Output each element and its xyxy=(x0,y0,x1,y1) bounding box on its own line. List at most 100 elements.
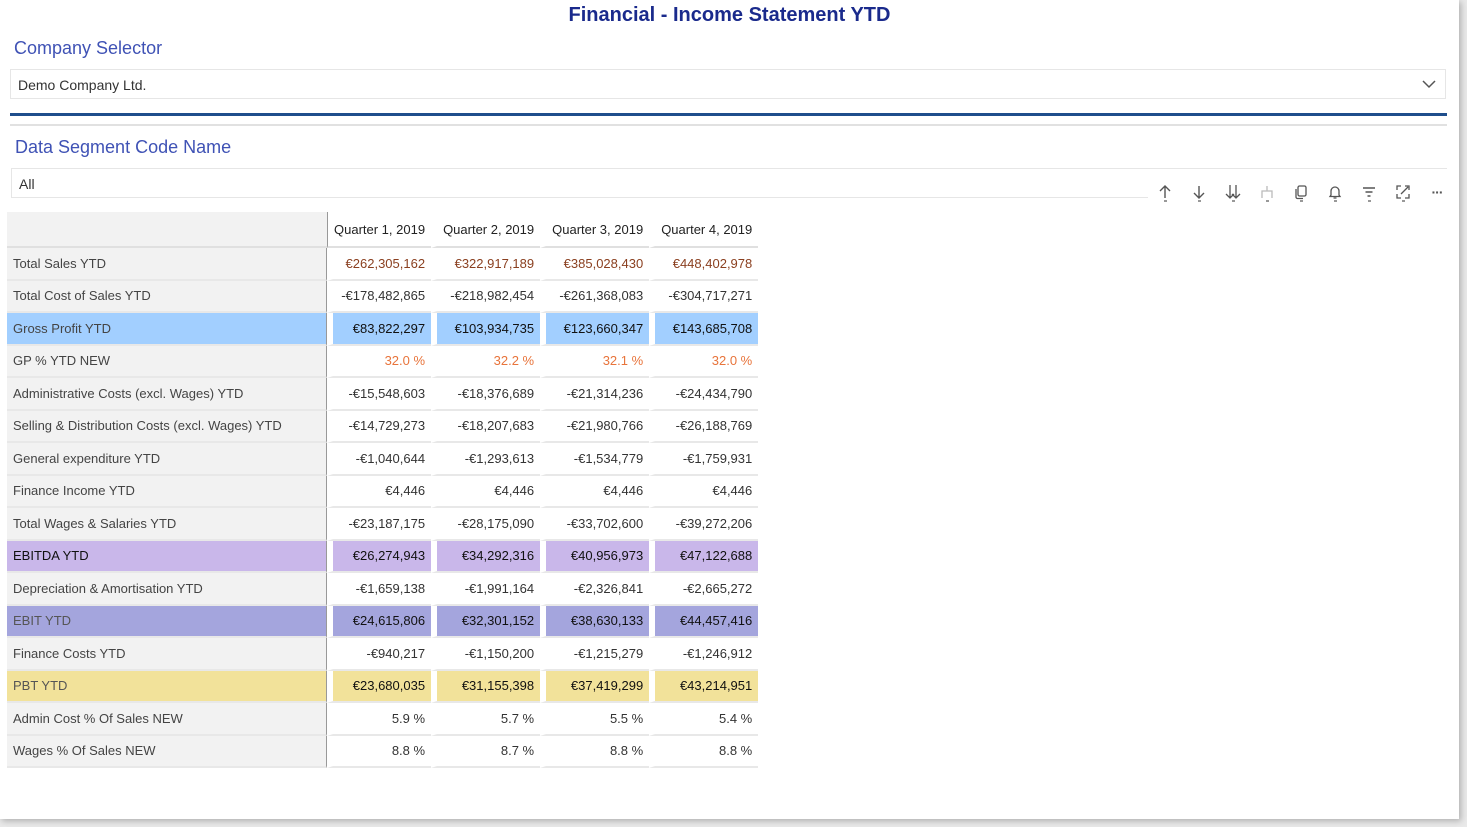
cell-value[interactable]: €385,028,430 xyxy=(540,248,650,281)
cell-value[interactable]: €4,446 xyxy=(431,475,541,508)
row-label[interactable]: Wages % Of Sales NEW xyxy=(7,735,327,768)
row-gross-profit: Gross Profit YTD €83,822,297 €103,934,73… xyxy=(7,313,759,346)
row-label[interactable]: Depreciation & Amortisation YTD xyxy=(7,573,327,606)
expand-all-down-icon[interactable] xyxy=(1216,180,1250,204)
cell-value[interactable]: €47,122,688 xyxy=(649,540,759,573)
cell-value[interactable]: 5.5 % xyxy=(540,703,650,736)
cell-value[interactable]: -€218,982,454 xyxy=(431,280,541,313)
row-label[interactable]: PBT YTD xyxy=(7,670,327,703)
cell-value[interactable]: -€23,187,175 xyxy=(327,508,432,541)
row-label[interactable]: Finance Costs YTD xyxy=(7,638,327,671)
cell-value[interactable]: -€1,293,613 xyxy=(431,443,541,476)
cell-value[interactable]: -€21,980,766 xyxy=(540,410,650,443)
cell-value[interactable]: €37,419,299 xyxy=(540,670,650,703)
column-header-q1[interactable]: Quarter 1, 2019 xyxy=(327,212,432,248)
cell-value[interactable]: 8.7 % xyxy=(431,735,541,768)
cell-value[interactable]: -€1,150,200 xyxy=(431,638,541,671)
row-label[interactable]: Finance Income YTD xyxy=(7,475,327,508)
cell-value[interactable]: -€26,188,769 xyxy=(649,410,759,443)
cell-value[interactable]: -€2,665,272 xyxy=(649,573,759,606)
cell-value[interactable]: -€21,314,236 xyxy=(540,378,650,411)
cell-value[interactable]: €83,822,297 xyxy=(327,313,432,346)
cell-value[interactable]: -€1,040,644 xyxy=(327,443,432,476)
row-label[interactable]: General expenditure YTD xyxy=(7,443,327,476)
sort-descending-icon[interactable] xyxy=(1182,180,1216,204)
more-options-icon[interactable]: ··· xyxy=(1431,184,1444,200)
cell-value[interactable]: 32.0 % xyxy=(649,345,759,378)
sort-ascending-icon[interactable] xyxy=(1148,180,1182,204)
row-label[interactable]: Total Sales YTD xyxy=(7,248,327,281)
filter-icon[interactable] xyxy=(1352,180,1386,204)
cell-value[interactable]: €4,446 xyxy=(327,475,432,508)
cell-value[interactable]: -€39,272,206 xyxy=(649,508,759,541)
row-label[interactable]: Admin Cost % Of Sales NEW xyxy=(7,703,327,736)
cell-value[interactable]: 8.8 % xyxy=(540,735,650,768)
row-depreciation-amortisation: Depreciation & Amortisation YTD -€1,659,… xyxy=(7,573,759,606)
cell-value[interactable]: €23,680,035 xyxy=(327,670,432,703)
cell-value[interactable]: €34,292,316 xyxy=(431,540,541,573)
cell-value[interactable]: -€14,729,273 xyxy=(327,410,432,443)
company-selector-label: Company Selector xyxy=(14,38,163,58)
cell-value[interactable]: 32.0 % xyxy=(327,345,432,378)
cell-value[interactable]: €24,615,806 xyxy=(327,605,432,638)
cell-value[interactable]: €38,630,133 xyxy=(540,605,650,638)
cell-value[interactable]: 5.4 % xyxy=(649,703,759,736)
cell-value[interactable]: €44,457,416 xyxy=(649,605,759,638)
cell-value[interactable]: €40,956,973 xyxy=(540,540,650,573)
cell-value[interactable]: -€28,175,090 xyxy=(431,508,541,541)
cell-value[interactable]: 32.1 % xyxy=(540,345,650,378)
column-header-q4[interactable]: Quarter 4, 2019 xyxy=(649,212,759,248)
copy-icon[interactable] xyxy=(1284,180,1318,204)
cell-value[interactable]: 5.9 % xyxy=(327,703,432,736)
row-label[interactable]: GP % YTD NEW xyxy=(7,345,327,378)
cell-value[interactable]: €4,446 xyxy=(540,475,650,508)
row-label[interactable]: EBITDA YTD xyxy=(7,540,327,573)
cell-value[interactable]: 5.7 % xyxy=(431,703,541,736)
cell-value[interactable]: -€24,434,790 xyxy=(649,378,759,411)
cell-value[interactable]: -€2,326,841 xyxy=(540,573,650,606)
cell-value[interactable]: €123,660,347 xyxy=(540,313,650,346)
cell-value[interactable]: €448,402,978 xyxy=(649,248,759,281)
cell-value[interactable]: -€1,991,164 xyxy=(431,573,541,606)
row-label[interactable]: Selling & Distribution Costs (excl. Wage… xyxy=(7,410,327,443)
cell-value[interactable]: 32.2 % xyxy=(431,345,541,378)
cell-value[interactable]: €43,214,951 xyxy=(649,670,759,703)
segment-selector-value: All xyxy=(19,176,35,192)
focus-mode-icon[interactable] xyxy=(1386,180,1420,204)
cell-value[interactable]: -€18,207,683 xyxy=(431,410,541,443)
cell-value[interactable]: €103,934,735 xyxy=(431,313,541,346)
row-label[interactable]: Administrative Costs (excl. Wages) YTD xyxy=(7,378,327,411)
hierarchy-icon[interactable] xyxy=(1250,180,1284,204)
cell-value[interactable]: €32,301,152 xyxy=(431,605,541,638)
column-header-q2[interactable]: Quarter 2, 2019 xyxy=(431,212,541,248)
bell-icon[interactable] xyxy=(1318,180,1352,204)
cell-value[interactable]: -€18,376,689 xyxy=(431,378,541,411)
cell-value[interactable]: €26,274,943 xyxy=(327,540,432,573)
cell-value[interactable]: -€1,659,138 xyxy=(327,573,432,606)
cell-value[interactable]: 8.8 % xyxy=(649,735,759,768)
chevron-down-icon[interactable] xyxy=(1421,76,1437,92)
cell-value[interactable]: -€15,548,603 xyxy=(327,378,432,411)
cell-value[interactable]: -€33,702,600 xyxy=(540,508,650,541)
row-label[interactable]: Total Cost of Sales YTD xyxy=(7,280,327,313)
cell-value[interactable]: -€1,215,279 xyxy=(540,638,650,671)
column-header-q3[interactable]: Quarter 3, 2019 xyxy=(540,212,650,248)
cell-value[interactable]: -€940,217 xyxy=(327,638,432,671)
cell-value[interactable]: -€1,759,931 xyxy=(649,443,759,476)
cell-value[interactable]: €322,917,189 xyxy=(431,248,541,281)
cell-value[interactable]: -€178,482,865 xyxy=(327,280,432,313)
cell-value[interactable]: €31,155,398 xyxy=(431,670,541,703)
cell-value[interactable]: -€304,717,271 xyxy=(649,280,759,313)
cell-value[interactable]: 8.8 % xyxy=(327,735,432,768)
row-label[interactable]: Gross Profit YTD xyxy=(7,313,327,346)
row-label[interactable]: EBIT YTD xyxy=(7,605,327,638)
cell-value[interactable]: €4,446 xyxy=(649,475,759,508)
company-selector-dropdown[interactable]: Demo Company Ltd. xyxy=(10,69,1446,99)
cell-value[interactable]: €143,685,708 xyxy=(649,313,759,346)
cell-value[interactable]: -€1,534,779 xyxy=(540,443,650,476)
cell-value[interactable]: €262,305,162 xyxy=(327,248,432,281)
cell-value[interactable]: -€1,246,912 xyxy=(649,638,759,671)
cell-value[interactable]: -€261,368,083 xyxy=(540,280,650,313)
row-label[interactable]: Total Wages & Salaries YTD xyxy=(7,508,327,541)
